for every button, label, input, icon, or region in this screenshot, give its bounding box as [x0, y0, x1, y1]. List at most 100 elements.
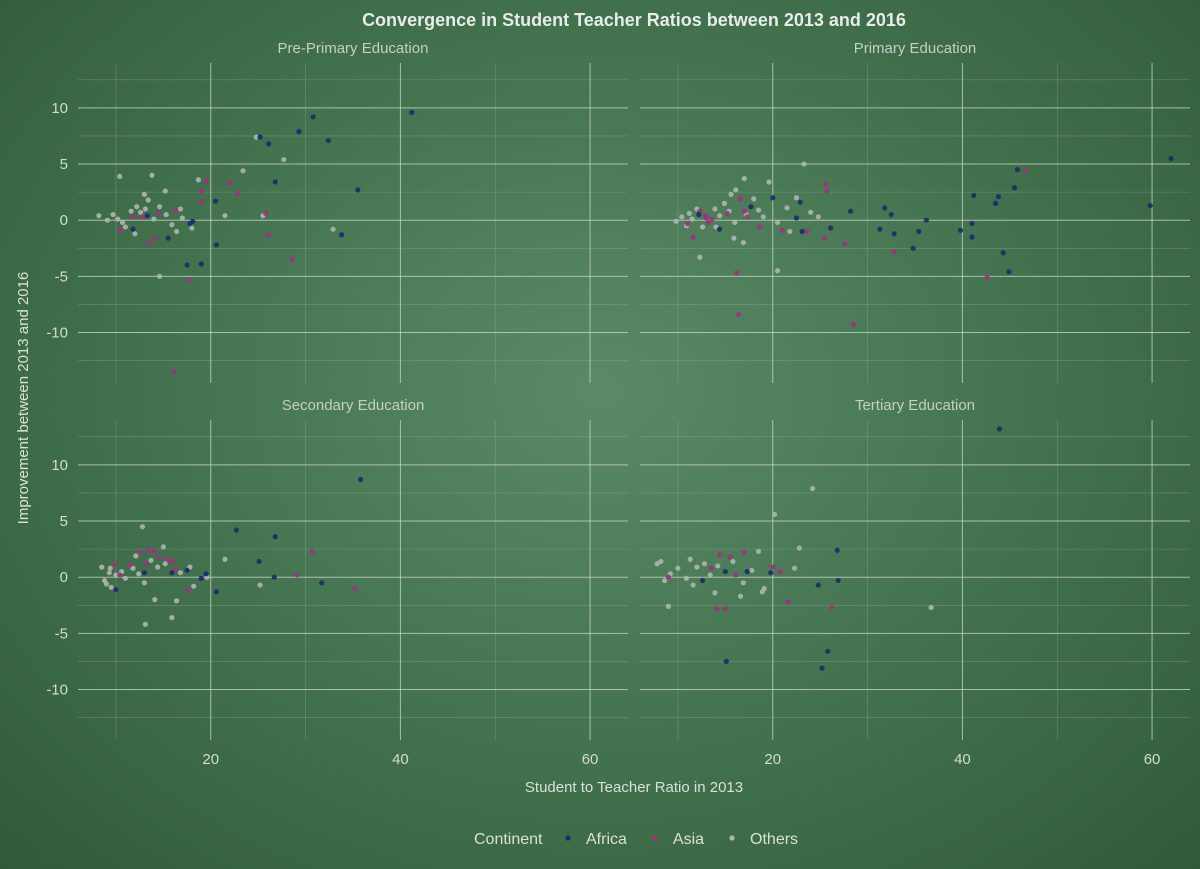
- data-point-asia: [777, 568, 783, 575]
- data-point-others: [809, 485, 816, 492]
- data-point-others: [690, 582, 696, 588]
- data-point-asia: [785, 599, 791, 605]
- y-tick-label: 5: [60, 513, 68, 530]
- y-tick-label: 10: [51, 100, 68, 117]
- data-point-others: [115, 216, 121, 222]
- data-point-others: [117, 173, 123, 180]
- data-point-others: [162, 561, 168, 567]
- data-point-africa: [144, 213, 150, 219]
- data-point-asia: [227, 180, 233, 186]
- data-point-others: [766, 179, 772, 185]
- panel-secondary-education: Secondary Education -10 -5 0 5 10 20 40 60: [46, 397, 628, 768]
- data-point-others: [151, 216, 157, 222]
- data-point-asia: [266, 232, 272, 238]
- data-point-others: [697, 254, 703, 260]
- data-point-others: [142, 206, 148, 212]
- data-point-africa: [770, 195, 776, 201]
- data-point-others: [707, 572, 713, 578]
- data-point-others: [108, 584, 114, 590]
- data-point-others: [815, 214, 821, 220]
- y-axis-title: Improvement between 2013 and 2016: [15, 272, 32, 525]
- data-point-others: [732, 219, 738, 226]
- data-point-asia: [203, 178, 209, 184]
- data-point-others: [673, 218, 679, 224]
- data-point-asia: [1022, 168, 1028, 174]
- data-point-others: [694, 564, 700, 570]
- data-point-others: [128, 208, 134, 214]
- data-point-africa: [141, 570, 147, 576]
- data-point-asia: [137, 549, 143, 556]
- data-point-others: [96, 213, 102, 219]
- data-point-africa: [957, 227, 964, 233]
- legend-label-africa: Africa: [586, 831, 627, 848]
- data-point-others: [145, 197, 151, 203]
- data-point-africa: [717, 226, 723, 232]
- data-point-others: [103, 581, 110, 587]
- data-point-africa: [339, 232, 345, 238]
- data-point-africa: [1011, 185, 1018, 191]
- data-point-africa: [266, 141, 272, 147]
- data-point-others: [113, 572, 119, 578]
- data-point-africa: [256, 558, 262, 565]
- data-point-others: [132, 231, 138, 237]
- facet-strip-label: Secondary Education: [282, 397, 425, 414]
- data-point-others: [107, 565, 113, 571]
- data-point-others: [675, 565, 681, 571]
- data-point-others: [110, 211, 116, 218]
- data-point-africa: [113, 586, 119, 593]
- data-point-africa: [184, 567, 190, 574]
- data-point-africa: [819, 665, 825, 671]
- data-point-africa: [184, 262, 190, 268]
- legend-label-others: Others: [750, 831, 798, 848]
- data-point-others: [162, 188, 168, 194]
- data-point-others: [740, 580, 746, 586]
- data-point-africa: [797, 199, 803, 205]
- data-point-africa: [1014, 167, 1021, 173]
- data-point-asia: [717, 552, 723, 558]
- data-point-others: [141, 580, 147, 586]
- data-point-africa: [923, 217, 929, 223]
- data-point-africa: [799, 228, 805, 235]
- data-point-africa: [835, 577, 841, 584]
- x-tick-label: 20: [764, 751, 781, 768]
- data-point-africa: [1000, 250, 1006, 256]
- data-point-africa: [198, 575, 204, 581]
- x-tick-label: 40: [392, 751, 409, 768]
- data-point-others: [169, 222, 175, 228]
- data-point-asia: [146, 240, 152, 246]
- data-point-others: [189, 225, 195, 231]
- data-point-others: [755, 207, 762, 213]
- data-point-others: [751, 196, 757, 202]
- data-point-asia: [702, 213, 709, 219]
- facet-strip-label: Pre-Primary Education: [278, 40, 429, 57]
- data-point-asia: [186, 277, 192, 283]
- legend-key-africa: [565, 835, 571, 841]
- data-point-africa: [971, 192, 977, 199]
- y-tick-label: 0: [60, 569, 68, 586]
- data-point-asia: [289, 256, 295, 263]
- data-point-asia: [665, 574, 672, 580]
- x-tick-label: 20: [202, 751, 219, 768]
- data-point-asia: [165, 556, 171, 562]
- data-point-others: [174, 228, 180, 235]
- data-point-others: [737, 593, 744, 599]
- data-point-africa: [969, 220, 975, 227]
- data-point-africa: [828, 225, 834, 231]
- data-point-others: [774, 268, 781, 274]
- data-point-others: [658, 558, 664, 565]
- x-tick-label: 40: [954, 751, 971, 768]
- data-point-africa: [272, 534, 278, 540]
- data-point-others: [142, 621, 148, 627]
- data-point-others: [701, 561, 708, 567]
- data-point-others: [179, 215, 185, 221]
- data-point-asia: [263, 210, 269, 217]
- data-point-asia: [139, 214, 146, 220]
- data-point-others: [163, 211, 169, 218]
- data-point-asia: [850, 322, 856, 328]
- data-point-asia: [171, 369, 177, 375]
- data-point-africa: [213, 589, 220, 595]
- data-point-asia: [828, 604, 835, 611]
- data-point-africa: [319, 580, 325, 586]
- data-point-africa: [165, 235, 171, 241]
- data-point-others: [169, 615, 175, 621]
